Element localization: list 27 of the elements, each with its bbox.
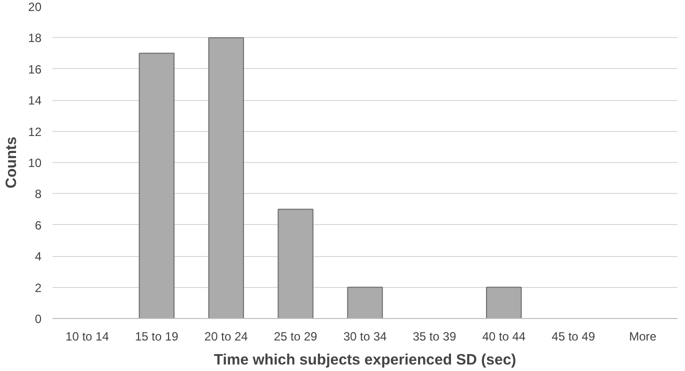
bar [208,37,244,318]
y-tick-label: 16 [28,62,42,76]
x-tick-label: 45 to 49 [552,330,596,344]
bar [486,286,522,318]
y-tick-label: 0 [34,312,42,326]
y-tick-label: 6 [34,218,42,232]
y-tick-label: 2 [34,280,42,295]
y-axis-title: Counts [3,136,20,188]
bar [138,52,175,318]
y-tick-label: 18 [28,31,42,46]
y-tick-label: 20 [28,0,42,14]
x-tick-label: More [629,330,657,344]
x-tick-label: 35 to 39 [412,330,456,344]
x-tick-label: 25 to 29 [274,330,318,344]
x-tick-label: 40 to 44 [482,330,526,344]
x-tick-label: 15 to 19 [134,330,179,344]
x-tick-label: 20 to 24 [204,330,248,344]
y-tick-label: 10 [28,156,42,170]
x-axis-title: Time which subjects experienced SD (sec) [214,352,516,368]
y-tick-label: 14 [28,94,42,108]
bar [347,286,383,318]
x-tick-label: 30 to 34 [343,330,388,344]
y-tick-label: 8 [34,187,42,202]
y-tick-label: 4 [34,250,42,264]
x-tick-label: 10 to 14 [66,330,110,344]
bar [278,208,314,318]
y-tick-label: 12 [28,124,42,139]
